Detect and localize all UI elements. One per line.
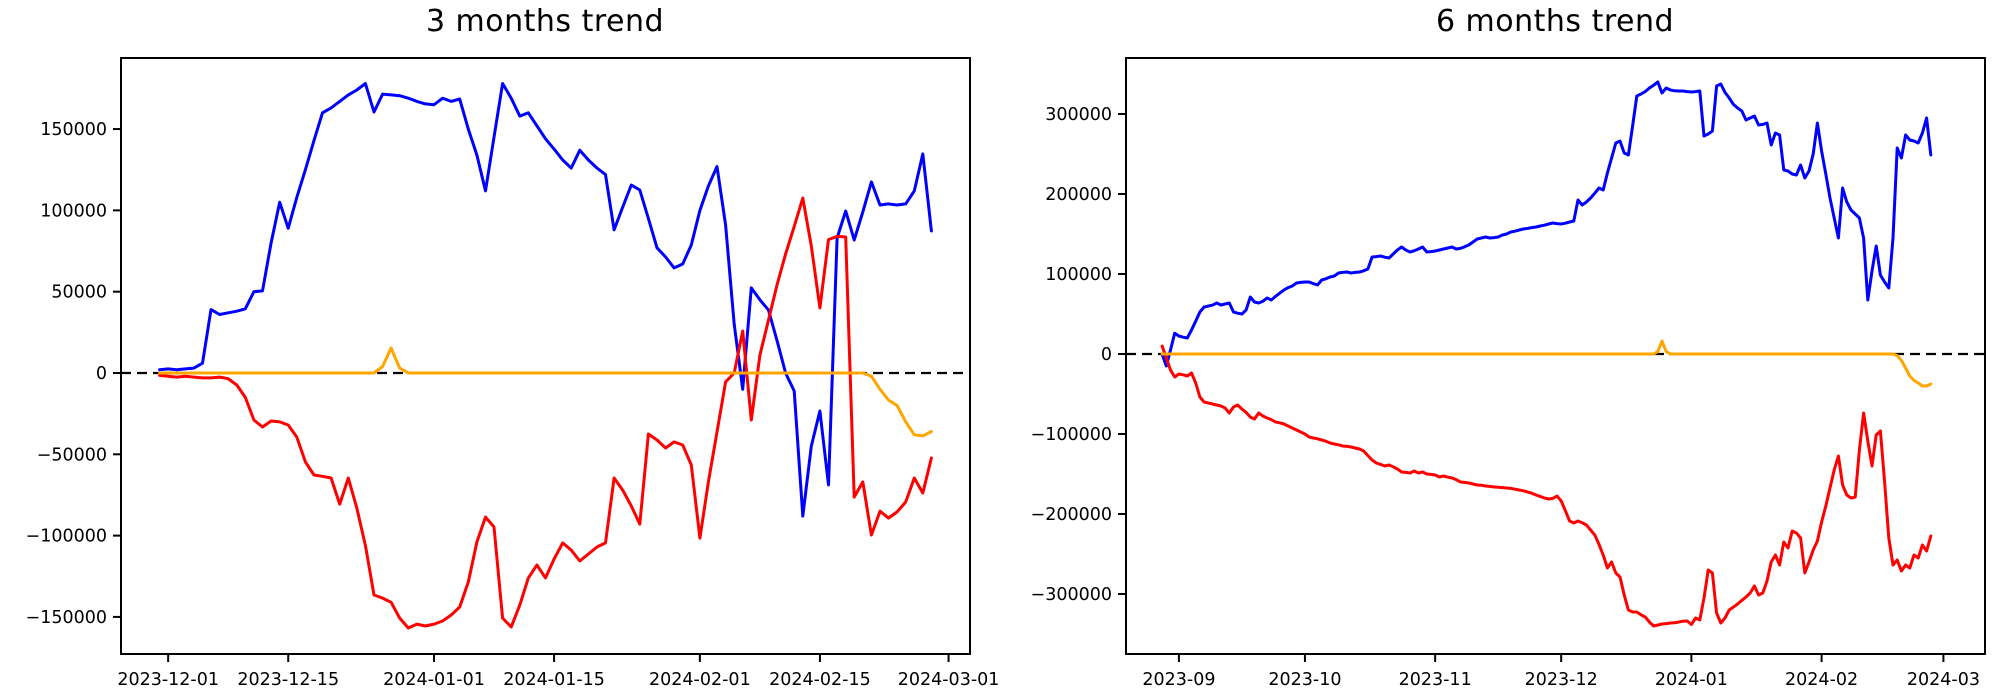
axes-spines (120, 57, 971, 655)
plot-3-months-trend: 2023-12-01 2023-12-15 2024-01-01 2024-01-15… (26, 57, 1000, 690)
y-tick-label: 150000 (40, 120, 107, 140)
x-tick-label: 2024-01-15 (503, 670, 605, 690)
series-blue-line (158, 82, 933, 518)
series-red-line (158, 196, 933, 630)
x-tick-label: 2024-01 (1655, 670, 1728, 690)
series-orange-line (1160, 339, 1933, 388)
x-tick-label: 2023-12-15 (237, 670, 339, 690)
y-tick-label: −100000 (26, 527, 107, 547)
x-tick-label: 2023-11 (1399, 670, 1472, 690)
series-orange-line (158, 346, 933, 438)
y-tick-label: 0 (96, 364, 107, 384)
y-tick-label: 0 (1101, 345, 1112, 365)
x-tick-label: 2024-01-01 (383, 670, 485, 690)
series-red-line (1160, 344, 1933, 628)
y-tick-label: 50000 (51, 283, 107, 303)
x-tick-label: 2023-10 (1268, 670, 1341, 690)
y-tick-label: 100000 (1045, 265, 1112, 285)
y-tick-label: 100000 (40, 201, 107, 221)
y-tick-label: −50000 (37, 445, 107, 465)
axes-spines (1125, 57, 1986, 655)
plot-6-months-trend: 2023-09 2023-10 2023-11 2023-12 2024-01 2024-… (1031, 57, 1986, 690)
x-tick-label: 2023-12 (1525, 670, 1598, 690)
x-tick-label: 2023-12-01 (117, 670, 219, 690)
y-tick-label: −300000 (1031, 585, 1112, 605)
y-tick-label: 200000 (1045, 185, 1112, 205)
x-tick-label: 2024-03-01 (898, 670, 1000, 690)
x-tick-label: 2024-03 (1907, 670, 1980, 690)
chart-title-6-months: 6 months trend (1435, 4, 1675, 39)
x-tick-label: 2023-09 (1142, 670, 1215, 690)
y-tick-label: 300000 (1045, 105, 1112, 125)
x-tick-label: 2024-02 (1785, 670, 1858, 690)
y-tick-label: −150000 (26, 608, 107, 628)
y-tick-label: −200000 (1031, 505, 1112, 525)
y-tick-label: −100000 (1031, 425, 1112, 445)
x-tick-label: 2024-02-01 (649, 670, 751, 690)
series-blue-line (1160, 80, 1933, 368)
chart-title-3-months: 3 months trend (425, 4, 665, 39)
x-tick-label: 2024-02-15 (769, 670, 871, 690)
